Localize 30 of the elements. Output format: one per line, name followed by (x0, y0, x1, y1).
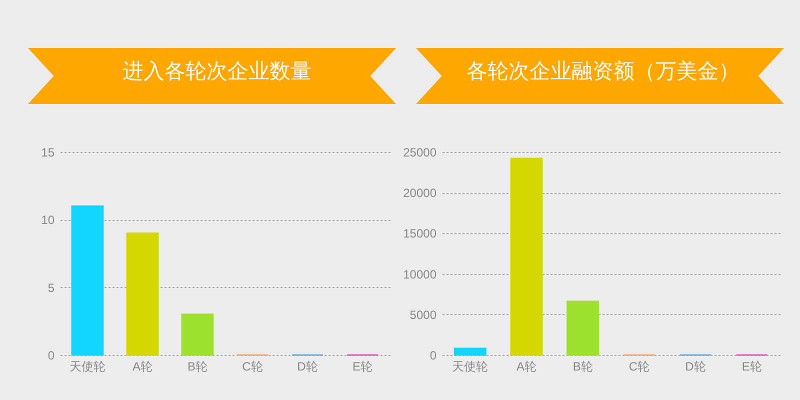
x-tick-label: D轮 (685, 360, 706, 374)
x-tick-label: E轮 (742, 360, 762, 374)
x-tick-label: A轮 (132, 360, 153, 374)
y-tick-label: 15000 (403, 226, 437, 241)
x-tick-label: C轮 (628, 360, 650, 374)
bar (454, 348, 486, 356)
bar (126, 232, 159, 356)
y-tick-label: 15 (41, 146, 55, 160)
y-tick-label: 0 (48, 348, 55, 362)
x-tick-label: A轮 (516, 360, 537, 374)
y-tick-label: 10000 (403, 267, 437, 282)
x-tick-label: B轮 (572, 360, 593, 374)
bar (181, 314, 214, 356)
bar (566, 300, 600, 356)
bar (71, 205, 104, 356)
x-tick-label: C轮 (242, 360, 263, 374)
x-tick-label: B轮 (187, 360, 208, 374)
y-tick-label: 0 (430, 348, 437, 362)
y-tick-label: 20000 (403, 186, 437, 200)
chart-title: 各轮次企业融资额（万美金） (466, 59, 740, 83)
x-tick-label: 天使轮 (452, 360, 488, 374)
x-tick-label: 天使轮 (70, 360, 106, 374)
y-tick-label: 10 (41, 213, 55, 228)
y-tick-label: 5000 (410, 308, 437, 322)
chart-title: 进入各轮次企业数量 (122, 59, 312, 83)
x-tick-label: D轮 (297, 360, 318, 374)
bar (510, 158, 543, 356)
x-tick-label: E轮 (352, 360, 373, 374)
y-tick-label: 25000 (403, 146, 437, 160)
y-tick-label: 5 (48, 280, 55, 295)
